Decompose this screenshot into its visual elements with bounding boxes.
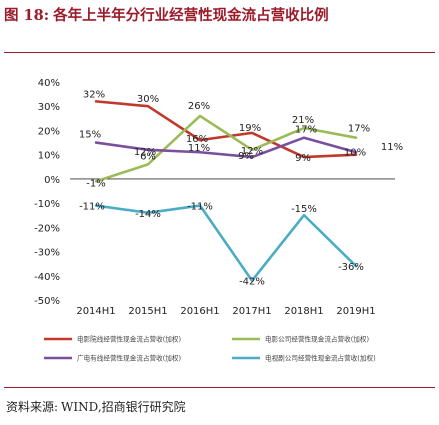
series-lines <box>94 100 358 282</box>
source-note: 资料来源: WIND,招商银行研究院 <box>6 398 186 415</box>
legend-label: 电影公司经营性现金流占营收(加权) <box>265 335 369 344</box>
y-tick-label: -40% <box>34 272 60 283</box>
data-label: -36% <box>338 262 364 273</box>
data-label: -1% <box>86 178 105 189</box>
x-tick-label: 2016H1 <box>180 306 219 317</box>
source-label: 资料来源: <box>6 400 59 414</box>
data-label: -14% <box>135 209 161 220</box>
figure-number: 图 18: <box>4 7 50 24</box>
data-label: 19% <box>239 123 261 134</box>
y-tick-label: -50% <box>34 296 60 307</box>
chart-title-text: 各年上半年分行业经营性现金流占营收比例 <box>53 7 329 24</box>
data-label: -15% <box>291 204 317 215</box>
series-line-4 <box>94 204 358 282</box>
legend-label: 电影院线经营性现金流占营收(加权) <box>77 335 181 344</box>
x-axis: 2014H1 2015H1 2016H1 2017H1 2018H1 2019H1 <box>70 178 395 317</box>
legend-label: 广电有线经营性现金流占营收(加权) <box>77 354 181 363</box>
data-label: 26% <box>188 101 210 112</box>
series-line-3 <box>94 136 358 159</box>
data-label: 9% <box>238 151 254 162</box>
series-line-1 <box>94 100 358 159</box>
y-tick-label: 40% <box>38 78 60 89</box>
y-tick-label: 30% <box>38 102 60 113</box>
source-rule <box>4 387 435 388</box>
x-tick-label: 2015H1 <box>128 306 167 317</box>
data-label: 11% <box>188 143 210 154</box>
data-label: 30% <box>137 94 159 105</box>
x-tick-label: 2018H1 <box>284 306 323 317</box>
data-label: 9% <box>295 153 311 164</box>
data-label: 10% <box>344 148 366 159</box>
data-labels: 32% 30%16%19%9% 10%-1%6%26%12%21%17%15%12%… <box>79 89 403 287</box>
data-label: 12% <box>241 146 263 157</box>
data-label: -11% <box>187 202 213 213</box>
line-chart: -50% -40% -30% -20% -10% 0% 10% 20% 30% 40% 2014H… <box>34 78 403 363</box>
chart-title: 图 18: 各年上半年分行业经营性现金流占营收比例 <box>4 6 434 26</box>
y-tick-label: 10% <box>38 151 60 162</box>
data-label: 32% <box>83 89 105 100</box>
data-label: 16% <box>186 134 208 145</box>
x-tick-label: 2014H1 <box>76 306 115 317</box>
y-tick-label: 20% <box>38 126 60 137</box>
y-tick-label: -10% <box>34 199 60 210</box>
y-tick-label: -30% <box>34 248 60 259</box>
data-label: 21% <box>292 115 314 126</box>
source-text: WIND,招商银行研究院 <box>61 400 186 414</box>
x-tick-label: 2019H1 <box>336 306 375 317</box>
data-label: 6% <box>140 151 156 162</box>
chart-legend: 电影院线经营性现金流占营收(加权) 电影公司经营性现金流占营收(加权) 广电有线经营… <box>44 335 376 363</box>
data-label: 17% <box>348 124 370 135</box>
x-tick-label: 2017H1 <box>232 306 271 317</box>
series-line-2 <box>94 114 358 183</box>
title-rule <box>4 52 435 53</box>
data-label: -42% <box>239 277 265 288</box>
data-label: -11% <box>79 202 105 213</box>
y-tick-label: -20% <box>34 223 60 234</box>
legend-label: 电视剧公司经营性现金流占营收(加权) <box>265 354 376 363</box>
y-axis: -50% -40% -30% -20% -10% 0% 10% 20% 30% 40% <box>34 78 60 307</box>
data-label: 17% <box>295 125 317 136</box>
y-tick-label: 0% <box>44 175 60 186</box>
data-label: 11% <box>381 142 403 153</box>
data-label: 12% <box>134 147 156 158</box>
data-label: 15% <box>79 130 101 141</box>
